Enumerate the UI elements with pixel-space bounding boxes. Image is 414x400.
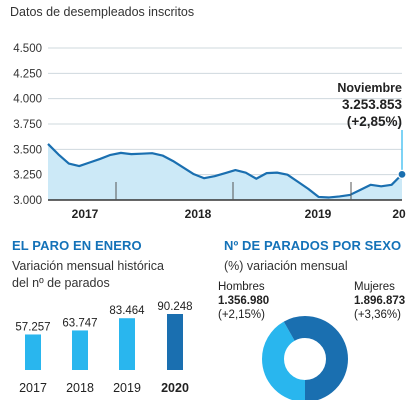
last-point-marker [397, 169, 407, 179]
bar-category-label: 2020 [161, 381, 189, 395]
y-tick-label: 3.250 [13, 170, 42, 182]
gender-donut-chart [262, 316, 348, 400]
annotation-value: 3.253.853 [342, 97, 403, 112]
bar [119, 318, 135, 370]
bar [72, 330, 88, 370]
x-year-label: 2017 [72, 207, 99, 221]
bar-section-subtitle-1: Variación mensual histórica [12, 259, 164, 273]
january-bar-chart: 57.257 2017 63.747 2018 83.464 2019 90.248 2020 [15, 301, 192, 395]
x-year-label: 2019 [305, 207, 332, 221]
men-label: Hombres [218, 281, 265, 293]
y-tick-label: 4.250 [13, 68, 42, 80]
chart-subtitle: Datos de desempleados inscritos [10, 5, 195, 19]
pie-section-subtitle: (%) variación mensual [224, 259, 348, 273]
women-legend: Mujeres 1.896.873 (+3,36%) [354, 280, 405, 322]
y-tick-label: 3.000 [13, 195, 42, 207]
area-fill [48, 143, 402, 200]
men-legend: Hombres 1.356.980 (+2,15%) [218, 280, 269, 322]
men-change: (+2,15%) [218, 309, 265, 321]
bar-category-label: 2018 [66, 381, 94, 395]
annotation-month: Noviembre [337, 81, 402, 95]
bar-category-label: 2017 [19, 381, 47, 395]
bar-value-label: 57.257 [15, 321, 50, 333]
y-tick-label: 4.500 [13, 43, 42, 55]
y-tick-label: 4.000 [13, 94, 42, 106]
women-change: (+3,36%) [354, 309, 401, 321]
men-value: 1.356.980 [218, 295, 270, 307]
bar [167, 314, 183, 370]
women-label: Mujeres [354, 281, 395, 293]
bar-section-title: EL PARO EN ENERO [12, 238, 142, 253]
donut-slice [262, 316, 348, 400]
bar-category-label: 2019 [113, 381, 141, 395]
bar-value-label: 83.464 [109, 305, 145, 317]
bar-value-label: 63.747 [62, 317, 97, 329]
bar [25, 334, 41, 370]
annotation-change: (+2,85%) [347, 114, 402, 129]
women-value: 1.896.873 [354, 295, 406, 307]
x-year-label: 2018 [185, 207, 212, 221]
pie-section-title: Nº DE PARADOS POR SEXO [224, 238, 402, 253]
bar-section-subtitle-2: del nº de parados [12, 276, 110, 290]
y-tick-label: 3.750 [13, 119, 42, 131]
series-line [47, 143, 403, 199]
y-tick-label: 3.500 [13, 144, 42, 156]
unemployment-line-chart: 3.000 3.250 3.500 3.750 4.000 4.250 4.500 2017 2… [13, 43, 407, 221]
bar-value-label: 90.248 [157, 301, 192, 313]
x-year-label: 20 [392, 207, 406, 221]
